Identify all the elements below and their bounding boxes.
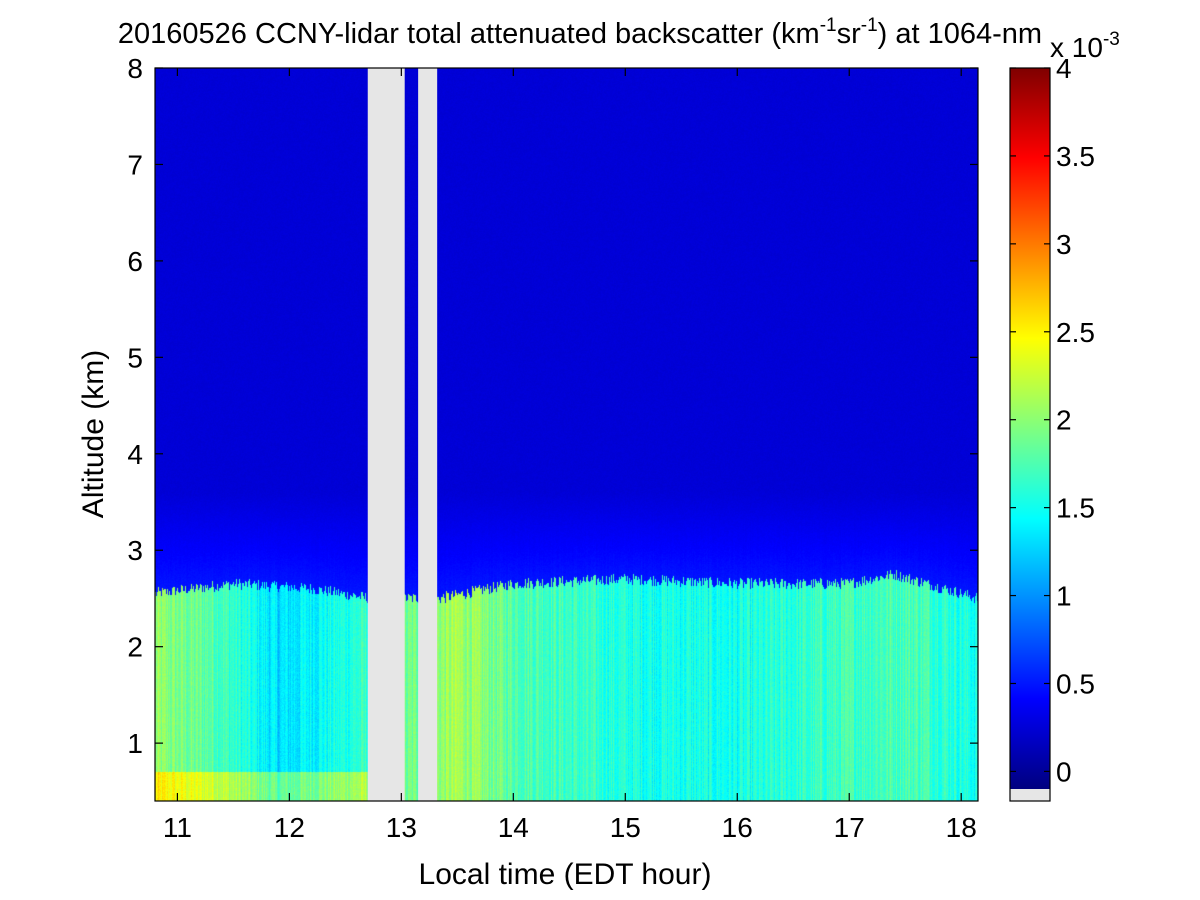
y-tick-label: 4: [127, 439, 143, 470]
plot-frame: [154, 67, 979, 802]
colorbar-tick-label: 1.5: [1056, 493, 1095, 524]
x-tick-label: 16: [722, 812, 753, 843]
colorbar-tick-label: 0: [1056, 756, 1072, 787]
colorbar-exponent: x 10-3: [1050, 29, 1120, 63]
y-tick-label: 3: [127, 535, 143, 566]
colorbar-tick-label: 1: [1056, 581, 1072, 612]
x-tick-label: 11: [163, 812, 192, 843]
colorbar-tick-label: 2.5: [1056, 317, 1095, 348]
colorbar-gradient: [1010, 68, 1050, 789]
x-tick-label: 17: [834, 812, 865, 843]
missing-data-gap-2: [418, 68, 438, 801]
missing-data-gap-1: [367, 68, 405, 801]
colorbar-tick-label: 4: [1056, 53, 1072, 84]
x-tick-label: 18: [946, 812, 977, 843]
y-tick-label: 7: [127, 149, 143, 180]
colorbar-tick-label: 3.5: [1056, 141, 1095, 172]
backscatter-heatmap: [155, 68, 978, 801]
colorbar: 0 0.5 1 1.5 2 2.5 3 3.5 4 x 10-3: [1009, 29, 1120, 802]
colorbar-tick-label: 2: [1056, 405, 1072, 436]
colorbar-frame: [1009, 67, 1051, 802]
x-tick-label: 15: [610, 812, 641, 843]
y-tick-label: 1: [127, 728, 143, 759]
y-tick-label: 2: [127, 632, 143, 663]
chart-title: 20160526 CCNY-lidar total attenuated bac…: [118, 15, 1042, 50]
x-axis-label: Local time (EDT hour): [419, 858, 712, 891]
x-tick-label: 13: [386, 812, 417, 843]
colorbar-ticks: 0 0.5 1 1.5 2 2.5 3 3.5 4: [1010, 53, 1095, 787]
y-tick-label: 6: [127, 246, 143, 277]
x-axis-ticks: 11 12 13 14 15 16 17 18: [163, 68, 977, 843]
missing-data-gaps: [367, 68, 438, 801]
y-tick-label: 8: [127, 53, 143, 84]
y-tick-label: 5: [127, 342, 143, 373]
colorbar-missing-swatch: [1010, 789, 1050, 801]
x-tick-label: 14: [498, 812, 529, 843]
colorbar-tick-label: 3: [1056, 229, 1072, 260]
y-axis-label: Altitude (km): [77, 350, 110, 518]
x-tick-label: 12: [274, 812, 305, 843]
colorbar-tick-label: 0.5: [1056, 668, 1095, 699]
y-axis-ticks: 1 2 3 4 5 6 7 8: [127, 53, 978, 759]
